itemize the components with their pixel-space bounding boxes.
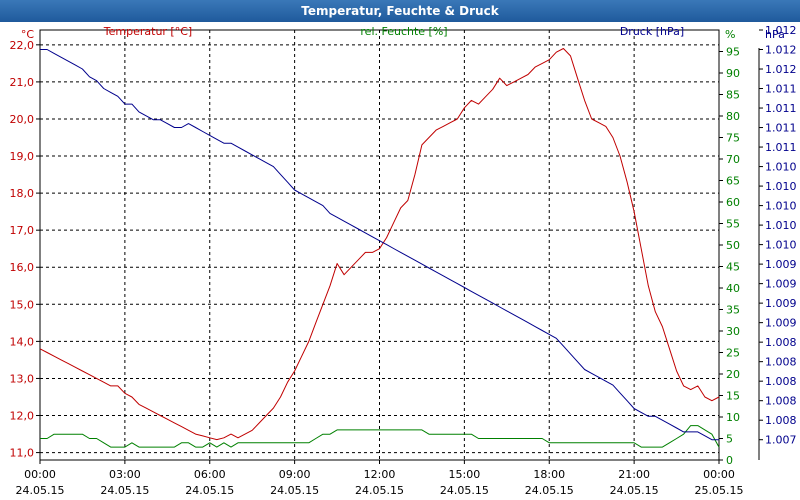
y-right-tick-label: 1.010 xyxy=(765,219,797,232)
y-right-tick-label: 1.008 xyxy=(765,414,797,427)
y-right-tick-label: 1.009 xyxy=(765,297,797,310)
x-tick-date-label: 24.05.15 xyxy=(270,484,319,497)
series-line-druck xyxy=(40,49,719,441)
y-right-tick-label: 1.008 xyxy=(765,395,797,408)
y-left-tick-label: 17,0 xyxy=(10,224,35,237)
x-tick-time-label: 00:00 xyxy=(703,468,735,481)
y-mid-tick-label: 80 xyxy=(726,110,740,123)
grid-layer xyxy=(40,30,719,460)
y-right-tick-label: 1.007 xyxy=(765,434,797,447)
x-tick-time-label: 12:00 xyxy=(364,468,396,481)
x-tick-time-label: 15:00 xyxy=(449,468,481,481)
y-left-tick-label: 21,0 xyxy=(10,76,35,89)
y-right-tick-label: 1.010 xyxy=(765,200,797,213)
x-tick-date-label: 25.05.15 xyxy=(695,484,744,497)
y-right-tick-label: 1.009 xyxy=(765,278,797,291)
y-mid-tick-label: 60 xyxy=(726,196,740,209)
y-mid-tick-label: 90 xyxy=(726,67,740,80)
x-tick-time-label: 06:00 xyxy=(194,468,226,481)
y-left-tick-label: 16,0 xyxy=(10,261,35,274)
y-mid-tick-label: 30 xyxy=(726,325,740,338)
x-tick-date-label: 24.05.15 xyxy=(440,484,489,497)
y-right-tick-label: 1.010 xyxy=(765,239,797,252)
y-right-tick-label: 1.011 xyxy=(765,83,797,96)
y-mid-tick-label: 45 xyxy=(726,261,740,274)
x-tick-date-label: 24.05.15 xyxy=(355,484,404,497)
y-right-tick-label: 1.010 xyxy=(765,161,797,174)
plot-frame xyxy=(39,29,720,461)
y-mid-tick-label: 35 xyxy=(726,304,740,317)
y-mid-tick-label: 25 xyxy=(726,347,740,360)
series-line-temperatur xyxy=(39,48,720,441)
y-mid-tick-label: 15 xyxy=(726,390,740,403)
y-left-tick-label: 22,0 xyxy=(10,39,35,52)
y-right-tick-label: 1.008 xyxy=(765,336,797,349)
y-mid-tick-label: 10 xyxy=(726,411,740,424)
x-tick-time-label: 09:00 xyxy=(279,468,311,481)
y-right-tick-label: 1.012 xyxy=(765,63,797,76)
y-left-tick-label: 13,0 xyxy=(10,372,35,385)
y-left-tick-label: 20,0 xyxy=(10,113,35,126)
x-tick-date-label: 24.05.15 xyxy=(525,484,574,497)
y-right-tick-label: 1.008 xyxy=(765,356,797,369)
y-mid-tick-label: 50 xyxy=(726,239,740,252)
y-right-unit-label: hPa xyxy=(765,28,785,41)
y-right-tick-label: 1.011 xyxy=(765,102,797,115)
series-layer xyxy=(39,48,720,448)
y-left-tick-label: 18,0 xyxy=(10,187,35,200)
x-tick-time-label: 03:00 xyxy=(109,468,141,481)
y-mid-tick-label: 65 xyxy=(726,175,740,188)
chart-title: Temperatur, Feuchte & Druck xyxy=(0,0,800,22)
y-mid-tick-label: 40 xyxy=(726,282,740,295)
y-right-tick-label: 1.011 xyxy=(765,122,797,135)
y-mid-tick-label: 20 xyxy=(726,368,740,381)
y-right-tick-label: 1.009 xyxy=(765,317,797,330)
x-tick-date-label: 24.05.15 xyxy=(185,484,234,497)
y-right-tick-label: 1.009 xyxy=(765,258,797,271)
y-mid-tick-label: 95 xyxy=(726,46,740,59)
pressure-series-label: Druck [hPa] xyxy=(620,25,684,38)
y-mid-tick-label: 70 xyxy=(726,153,740,166)
y-right-tick-label: 1.012 xyxy=(765,24,797,37)
series-line-rel-feuchte xyxy=(40,425,720,448)
x-tick-time-label: 21:00 xyxy=(618,468,650,481)
y-right-tick-label: 1.011 xyxy=(765,141,797,154)
y-mid-tick-label: 5 xyxy=(726,433,733,446)
y-mid-tick-label: 75 xyxy=(726,132,740,145)
humidity-series-label: rel. Feuchte [%] xyxy=(360,25,447,38)
labels-layer: 00:00 24.05.15 03:00 24.05.15 06:00 24.05.15 0… xyxy=(10,24,797,497)
y-right-tick-label: 1.012 xyxy=(765,44,797,57)
y-left-tick-label: 14,0 xyxy=(10,335,35,348)
x-tick-date-label: 24.05.15 xyxy=(610,484,659,497)
y-right-tick-label: 1.008 xyxy=(765,375,797,388)
x-tick-date-label: 24.05.15 xyxy=(16,484,65,497)
x-tick-time-label: 00:00 xyxy=(24,468,56,481)
y-mid-tick-label: 55 xyxy=(726,218,740,231)
weather-chart: 00:00 24.05.15 03:00 24.05.15 06:00 24.05.15 0… xyxy=(10,24,797,497)
y-left-tick-label: 19,0 xyxy=(10,150,35,163)
axes-layer xyxy=(36,29,763,464)
y-mid-tick-label: 0 xyxy=(726,454,733,467)
y-left-unit-label: °C xyxy=(21,28,35,41)
y-left-tick-label: 12,0 xyxy=(10,410,35,423)
x-tick-date-label: 24.05.15 xyxy=(100,484,149,497)
y-left-tick-label: 11,0 xyxy=(10,447,35,460)
x-tick-time-label: 18:00 xyxy=(533,468,565,481)
y-left-tick-label: 15,0 xyxy=(10,298,35,311)
y-mid-unit-label: % xyxy=(725,28,735,41)
y-mid-tick-label: 85 xyxy=(726,89,740,102)
y-right-tick-label: 1.010 xyxy=(765,180,797,193)
temperature-series-label: Temperatur [°C] xyxy=(103,25,192,38)
